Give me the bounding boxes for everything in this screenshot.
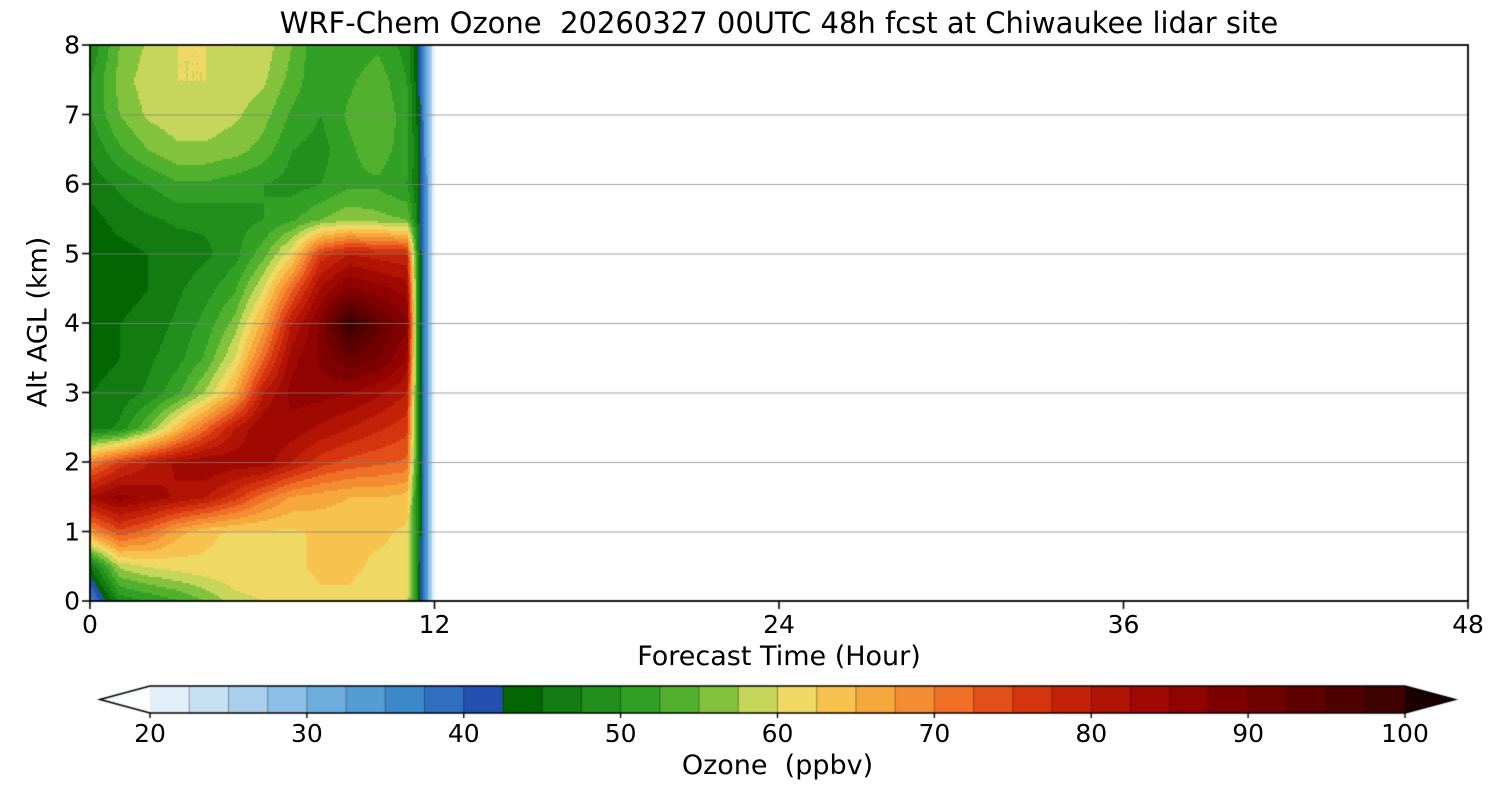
chart-title: WRF-Chem Ozone 20260327 00UTC 48h fcst a…	[279, 6, 1279, 40]
colorbar-tick-label: 20	[134, 719, 166, 748]
x-tick-label: 36	[1107, 610, 1140, 639]
colorbar-tick-label: 90	[1232, 719, 1265, 748]
y-tick-label: 6	[64, 169, 80, 199]
y-tick-label: 4	[64, 308, 80, 338]
y-tick-label: 1	[64, 517, 80, 546]
colorbar-tick-label: 80	[1075, 719, 1108, 748]
x-tick-label: 24	[763, 610, 795, 639]
y-tick-label: 7	[64, 100, 80, 129]
y-tick-label: 0	[64, 586, 80, 616]
colorbar-tick-label: 100	[1381, 719, 1429, 748]
x-tick-label: 0	[82, 610, 98, 639]
colorbar-tick-label: 40	[447, 719, 480, 748]
colorbar-tick-label: 60	[761, 719, 794, 748]
colorbar-tick-label: 70	[918, 719, 951, 748]
colorbar-label: Ozone (ppbv)	[681, 750, 874, 781]
y-tick-label: 2	[64, 447, 80, 477]
y-tick-label: 8	[64, 30, 80, 60]
x-axis-label: Forecast Time (Hour)	[637, 641, 921, 672]
x-tick-label: 48	[1452, 610, 1484, 639]
colorbar-tick-label: 50	[604, 719, 637, 748]
y-tick-label: 5	[64, 239, 80, 268]
colorbar-tick-label: 30	[290, 719, 323, 748]
y-tick-label: 3	[64, 378, 80, 407]
x-tick-label: 12	[418, 610, 451, 639]
